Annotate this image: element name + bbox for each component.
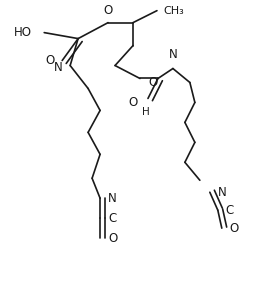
Text: HO: HO	[14, 26, 32, 39]
Text: O: O	[45, 54, 54, 67]
Text: N: N	[218, 186, 226, 199]
Text: O: O	[129, 96, 138, 109]
Text: N: N	[169, 48, 177, 61]
Text: O: O	[104, 4, 113, 17]
Text: O: O	[230, 222, 239, 235]
Text: N: N	[54, 61, 62, 74]
Text: O: O	[108, 232, 117, 245]
Text: CH₃: CH₃	[163, 6, 184, 16]
Text: O: O	[148, 76, 157, 89]
Text: C: C	[226, 204, 234, 217]
Text: N: N	[108, 192, 117, 205]
Text: H: H	[142, 107, 150, 117]
Text: C: C	[108, 212, 116, 225]
